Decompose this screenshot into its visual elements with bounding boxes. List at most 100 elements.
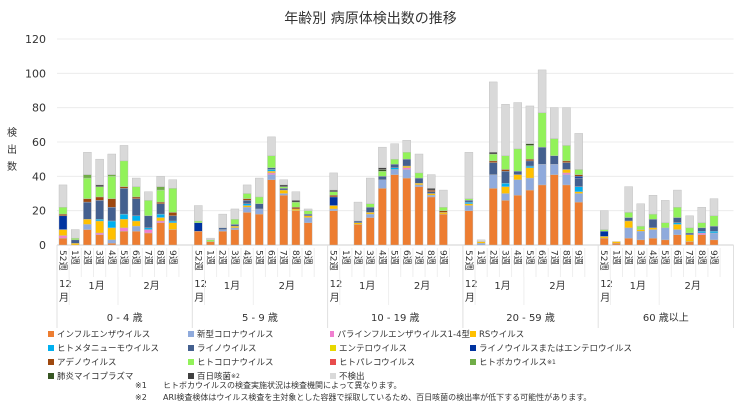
bar-segment xyxy=(476,241,486,244)
legend-label: 新型コロナウイルス xyxy=(197,330,274,340)
bar-segment xyxy=(489,153,498,162)
footnote-mark: ※2 xyxy=(135,393,147,402)
bar-segment xyxy=(624,186,633,213)
bar-segment xyxy=(574,133,583,170)
week-label: 3週 xyxy=(364,250,375,265)
bar-segment xyxy=(402,169,411,179)
bar-segment xyxy=(279,195,288,246)
bar-segment xyxy=(402,165,411,168)
bar-segment xyxy=(513,148,522,172)
legend: インフルエンザウイルス 新型コロナウイルス パラインフルエンザウイルス1-4型 RSウ… xyxy=(48,328,738,382)
bar-segment xyxy=(378,146,387,168)
bar-segment xyxy=(131,215,141,222)
bar-segment xyxy=(83,219,92,225)
bar-segment xyxy=(230,229,240,246)
bar-segment xyxy=(390,158,399,165)
legend-footnote-mark: ※1 xyxy=(547,358,556,366)
bar-segment xyxy=(427,191,436,194)
bar-segment xyxy=(119,145,129,162)
bar-segment xyxy=(58,237,68,246)
bar-segment xyxy=(218,227,227,230)
week-label: 9週 xyxy=(437,250,448,265)
footnotes: ※1 ヒトボカウイルスの検査実施状況は検査機関によって異なります。 ※2 ARI検査検… xyxy=(135,380,591,404)
bar-segment xyxy=(353,224,363,246)
legend-label: パラインフルエンザウイルス1-4型 xyxy=(337,330,470,340)
bar-segment xyxy=(168,215,178,222)
bar-segment xyxy=(513,174,522,180)
week-label: 2週 xyxy=(217,250,228,265)
bar-segment xyxy=(279,193,288,196)
week-label: 3週 xyxy=(500,250,511,265)
bar-segment xyxy=(131,177,141,187)
bar-segment xyxy=(70,237,80,241)
bar-segment xyxy=(366,203,375,208)
week-label: 1週 xyxy=(475,250,486,265)
bar-segment xyxy=(353,220,363,223)
week-label: 8週 xyxy=(425,250,436,265)
month-label-bottom: 月 xyxy=(465,292,475,304)
y-tick-label: 60 xyxy=(32,136,46,149)
bar-segment xyxy=(537,164,547,186)
bar-segment xyxy=(537,184,547,246)
bar-segment xyxy=(402,140,411,153)
bar-segment xyxy=(95,184,104,187)
bar-segment xyxy=(600,229,609,232)
legend-swatch xyxy=(330,373,336,379)
bar-segment xyxy=(366,213,375,218)
bar-segment xyxy=(255,203,264,210)
y-axis-label: 検出数 xyxy=(7,128,17,173)
week-label: 9週 xyxy=(302,250,313,265)
week-label: 6週 xyxy=(536,250,547,265)
group-label: 0 - 4 歳 xyxy=(107,312,143,324)
bar-segment xyxy=(378,176,387,180)
bar-segment xyxy=(624,237,633,246)
month-label-top: 12 xyxy=(330,279,343,290)
bar-segment xyxy=(107,207,117,222)
bar-segment xyxy=(291,201,301,208)
legend-item: インフルエンザウイルス xyxy=(48,328,188,340)
bar-segment xyxy=(267,179,276,246)
bar-segment xyxy=(329,189,338,192)
bar-segment xyxy=(144,232,153,246)
bar-segment xyxy=(390,169,399,175)
week-label: 9週 xyxy=(708,250,719,265)
bar-segment xyxy=(329,205,338,210)
bar-segment xyxy=(242,193,252,199)
bar-segment xyxy=(279,186,288,189)
bar-segment xyxy=(402,177,411,246)
month-label: 1月 xyxy=(224,280,240,292)
bar-segment xyxy=(562,162,571,170)
legend-swatch xyxy=(188,359,194,365)
bar-segment xyxy=(464,203,474,206)
bar-segment xyxy=(156,176,165,187)
bar-segment xyxy=(390,164,399,168)
bar-segment xyxy=(550,174,559,246)
month-label: 2月 xyxy=(279,280,295,292)
bar-segment xyxy=(70,239,80,244)
legend-item: 不検出 xyxy=(330,370,470,382)
bar-segment xyxy=(574,176,583,179)
week-label: 2週 xyxy=(81,250,92,265)
bar-segment xyxy=(525,160,535,167)
bar-segment xyxy=(242,207,252,213)
bar-segment xyxy=(697,222,706,229)
week-label: 9週 xyxy=(573,250,584,265)
bar-segment xyxy=(144,200,153,217)
bar-segment xyxy=(255,177,264,198)
bar-segment xyxy=(156,222,165,246)
bar-segment xyxy=(95,219,104,222)
bar-segment xyxy=(303,217,313,223)
week-label: 5週 xyxy=(659,250,670,265)
week-label: 7週 xyxy=(278,250,289,265)
bar-segment xyxy=(636,231,645,241)
bar-segment xyxy=(107,239,117,244)
bar-segment xyxy=(107,174,117,177)
bar-segment xyxy=(390,174,399,246)
week-label: 1週 xyxy=(340,250,351,265)
week-label: 5週 xyxy=(118,250,129,265)
bar-segment xyxy=(83,174,92,179)
bar-segment xyxy=(58,229,68,236)
bar-segment xyxy=(525,165,535,168)
bar-segment xyxy=(624,227,633,239)
bar-segment xyxy=(636,203,645,227)
